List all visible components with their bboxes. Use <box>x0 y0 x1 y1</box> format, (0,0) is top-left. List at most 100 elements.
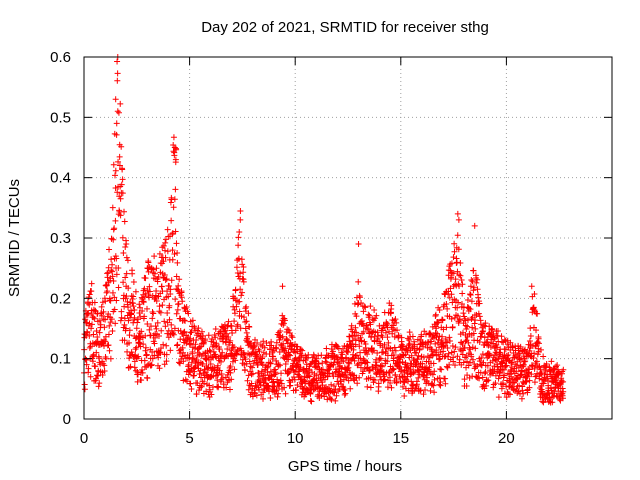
data-point <box>286 377 293 384</box>
data-point <box>444 345 451 352</box>
data-point <box>198 383 205 390</box>
data-point <box>226 386 233 393</box>
data-point <box>377 355 384 362</box>
data-point <box>433 325 440 332</box>
data-point <box>252 336 259 343</box>
data-point <box>339 345 346 352</box>
data-point <box>439 333 446 340</box>
data-point <box>429 348 436 355</box>
data-point <box>410 381 417 388</box>
data-point <box>194 362 201 369</box>
data-point <box>153 325 160 332</box>
data-point <box>273 339 280 346</box>
data-point <box>468 298 475 305</box>
data-point <box>234 321 241 328</box>
data-point <box>472 325 479 332</box>
data-point <box>172 186 179 193</box>
data-point <box>83 361 90 368</box>
data-point <box>114 58 121 65</box>
data-point <box>86 332 93 339</box>
data-point <box>498 333 505 340</box>
data-point <box>125 304 132 311</box>
data-point <box>438 366 445 373</box>
x-tick-labels: 0 5 10 15 20 <box>80 430 515 447</box>
data-point <box>466 305 473 312</box>
data-point <box>142 344 149 351</box>
data-point <box>306 373 313 380</box>
data-point <box>407 366 414 373</box>
data-point <box>429 371 436 378</box>
data-point <box>145 259 152 266</box>
data-point <box>366 312 373 319</box>
data-point <box>476 300 483 307</box>
data-point <box>323 345 330 352</box>
data-point <box>374 350 381 357</box>
data-point <box>503 394 510 401</box>
data-point <box>249 370 256 377</box>
data-point <box>390 351 397 358</box>
chart-title: Day 202 of 2021, SRMTID for receiver sth… <box>201 19 489 36</box>
data-point <box>170 204 177 211</box>
data-point <box>187 329 194 336</box>
data-point <box>389 365 396 372</box>
data-point <box>237 270 244 277</box>
data-point <box>406 340 413 347</box>
data-point <box>132 288 139 295</box>
data-point <box>445 288 452 295</box>
data-point <box>173 310 180 317</box>
data-point <box>101 336 108 343</box>
data-point <box>469 356 476 363</box>
data-point <box>453 259 460 266</box>
data-point <box>106 322 113 329</box>
data-point <box>339 351 346 358</box>
data-point <box>282 345 289 352</box>
data-point <box>177 327 184 334</box>
data-point <box>439 316 446 323</box>
data-point <box>164 330 171 337</box>
data-point <box>246 324 253 331</box>
data-point <box>90 331 97 338</box>
data-point <box>534 310 541 317</box>
data-point <box>404 362 411 369</box>
data-point <box>408 378 415 385</box>
data-point <box>526 366 533 373</box>
data-point <box>284 336 291 343</box>
data-point <box>472 345 479 352</box>
data-point <box>534 351 541 358</box>
data-point <box>228 376 235 383</box>
data-point <box>534 339 541 346</box>
data-point <box>161 361 168 368</box>
data-point <box>163 351 170 358</box>
data-point <box>424 374 431 381</box>
data-point <box>350 346 357 353</box>
data-point <box>216 346 223 353</box>
data-point <box>100 343 107 350</box>
data-point <box>242 319 249 326</box>
data-point <box>187 335 194 342</box>
data-point <box>181 328 188 335</box>
data-point <box>215 383 222 390</box>
data-point <box>335 368 342 375</box>
data-point <box>323 359 330 366</box>
data-point <box>270 378 277 385</box>
data-point <box>237 208 244 215</box>
data-point <box>384 384 391 391</box>
data-point <box>391 344 398 351</box>
data-point <box>468 353 475 360</box>
data-point <box>465 339 472 346</box>
data-point <box>225 333 232 340</box>
data-point <box>501 336 508 343</box>
data-point <box>87 343 94 350</box>
data-point <box>93 327 100 334</box>
data-point <box>507 391 514 398</box>
data-point <box>185 310 192 317</box>
data-point <box>379 363 386 370</box>
data-point <box>274 393 281 400</box>
data-point <box>105 331 112 338</box>
data-point <box>277 377 284 384</box>
data-point <box>107 355 114 362</box>
data-point <box>181 352 188 359</box>
data-point <box>167 286 174 293</box>
data-point <box>470 284 477 291</box>
data-point <box>490 384 497 391</box>
